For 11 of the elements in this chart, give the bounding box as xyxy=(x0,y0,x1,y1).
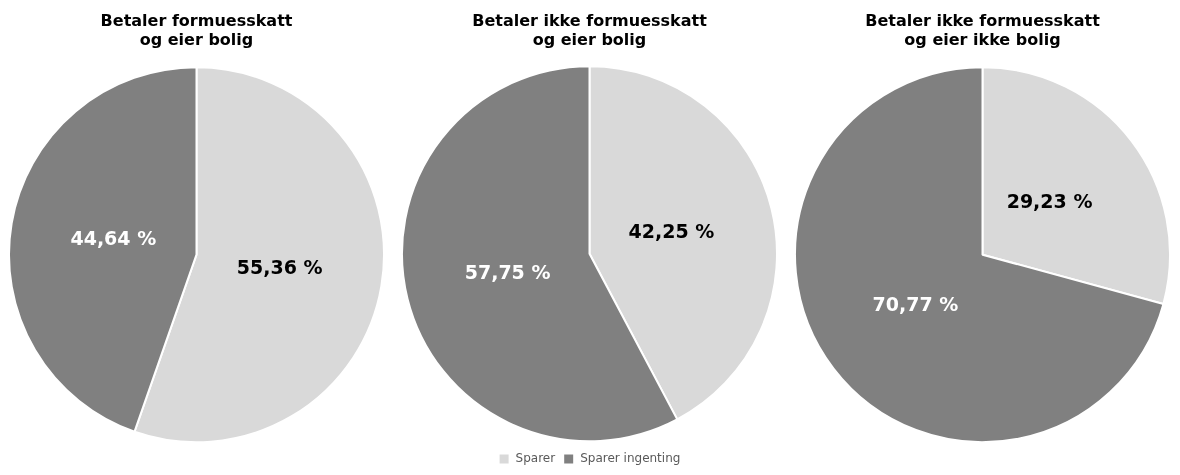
data-label: 70,77 % xyxy=(872,292,959,315)
legend-label: Sparer ingenting xyxy=(580,451,681,466)
data-label: 55,36 % xyxy=(236,255,323,278)
chart-title: Betaler ikke formuesskatt og eier ikke bolig xyxy=(865,10,1101,49)
legend-label: Sparer xyxy=(515,451,556,466)
chart-title: Betaler formuesskatt og eier bolig xyxy=(100,10,293,49)
data-label: 57,75 % xyxy=(464,260,551,283)
data-label: 42,25 % xyxy=(628,220,715,243)
data-label: 44,64 % xyxy=(70,227,157,250)
data-label: 29,23 % xyxy=(1006,190,1093,213)
chart-title: Betaler ikke formuesskatt og eier bolig xyxy=(472,10,708,49)
